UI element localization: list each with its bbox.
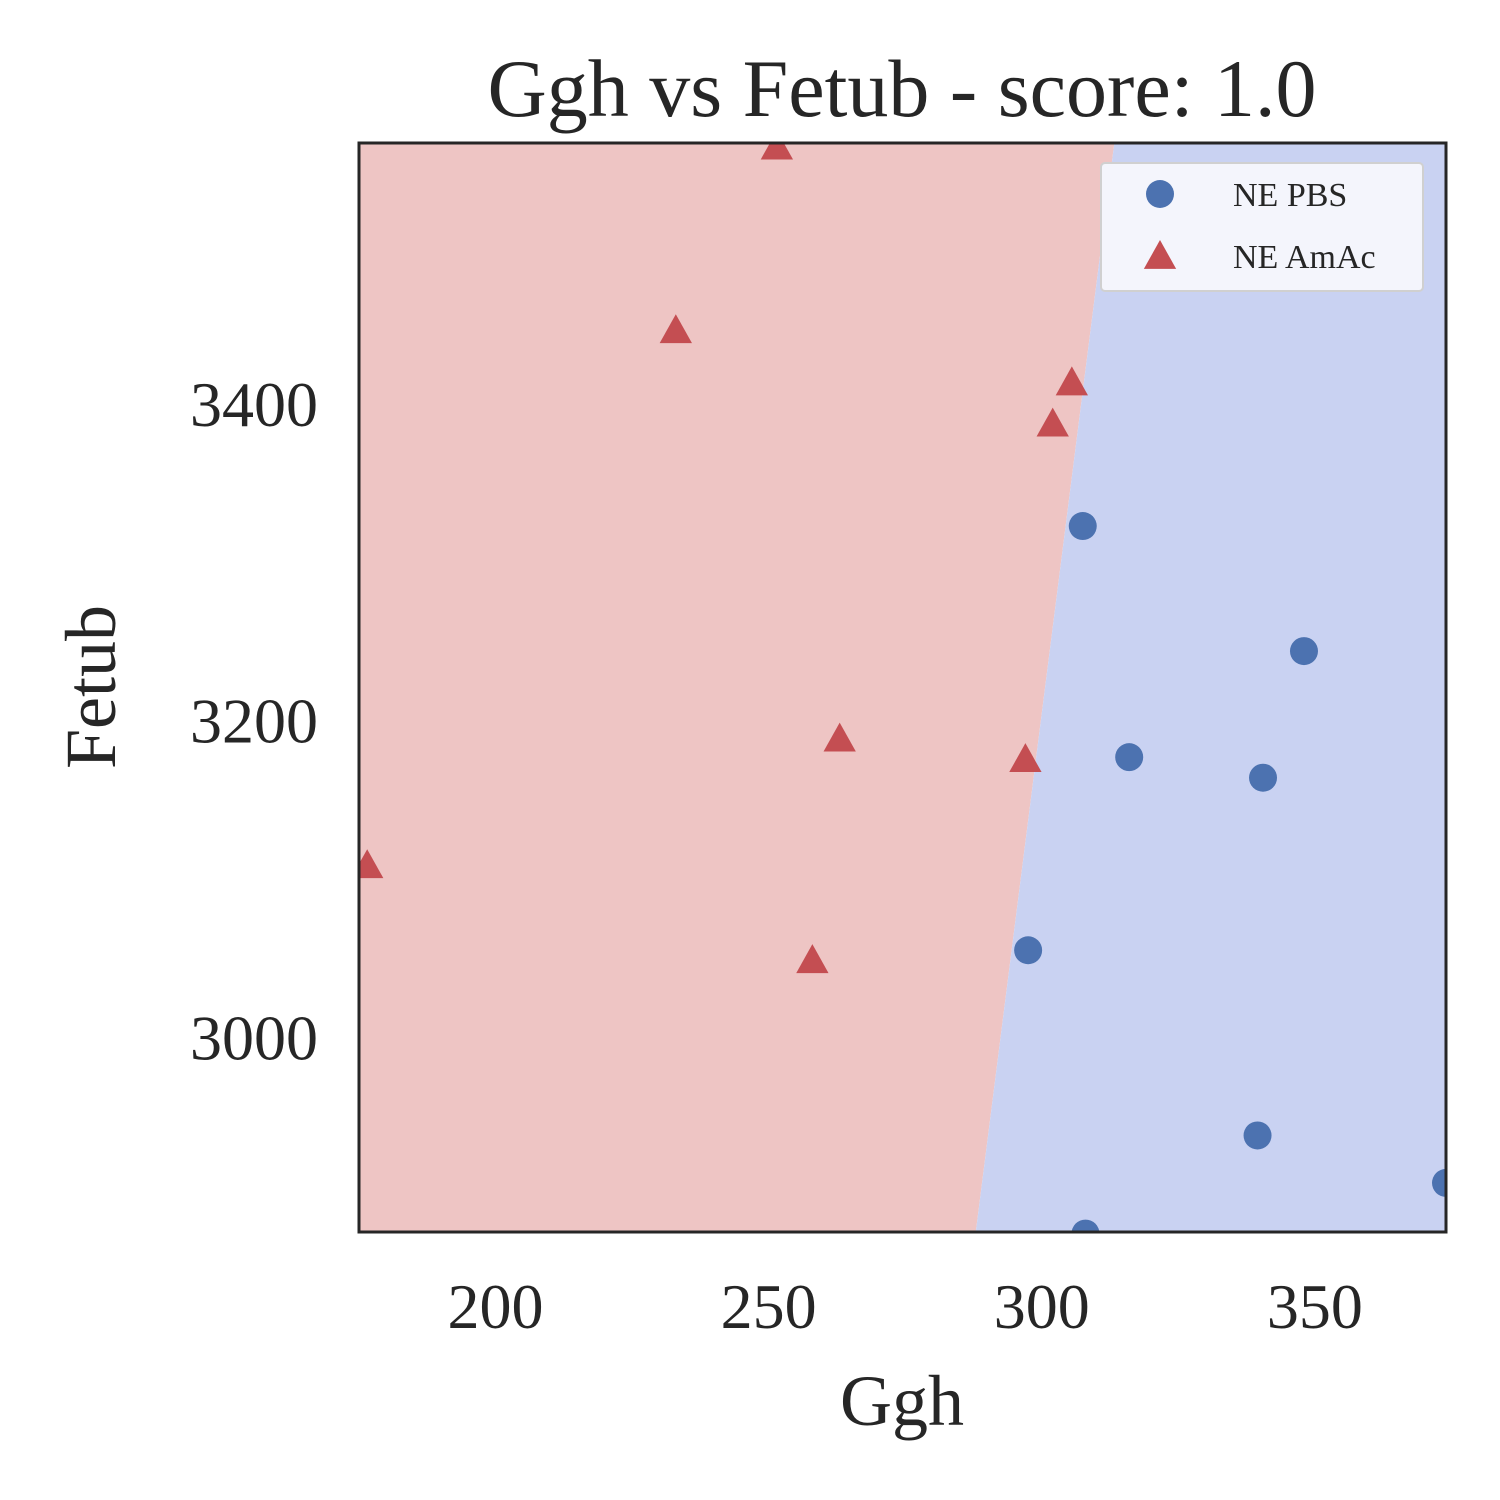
x-tick-label-250: 250 <box>721 1271 817 1342</box>
y-tick-label-3200: 3200 <box>190 686 318 757</box>
plot-area <box>351 131 1460 1248</box>
y-tick-label-3000: 3000 <box>190 1002 318 1073</box>
legend-marker-ne-pbs <box>1146 180 1174 208</box>
point-ne-pbs-2 <box>1115 743 1143 771</box>
legend-label-ne-pbs: NE PBS <box>1233 177 1347 214</box>
y-ticks: 3000 3200 3400 <box>190 369 318 1073</box>
x-tick-label-200: 200 <box>448 1271 544 1342</box>
x-tick-label-350: 350 <box>1267 1271 1363 1342</box>
legend-label-ne-amac: NE AmAc <box>1233 239 1376 276</box>
point-ne-pbs-1 <box>1290 637 1318 665</box>
legend: NE PBS NE AmAc <box>1101 163 1423 291</box>
x-ticks: 200 250 300 350 <box>448 1271 1363 1342</box>
y-tick-label-3400: 3400 <box>190 369 318 440</box>
point-ne-pbs-3 <box>1249 764 1277 792</box>
x-tick-label-300: 300 <box>994 1271 1090 1342</box>
point-ne-pbs-0 <box>1069 512 1097 540</box>
x-axis-label: Ggh <box>840 1361 964 1441</box>
point-ne-pbs-7 <box>1071 1220 1099 1248</box>
point-ne-pbs-4 <box>1014 936 1042 964</box>
point-ne-pbs-5 <box>1244 1121 1272 1149</box>
chart-title: Ggh vs Fetub - score: 1.0 <box>487 43 1316 134</box>
y-axis-label: Fetub <box>51 605 131 769</box>
